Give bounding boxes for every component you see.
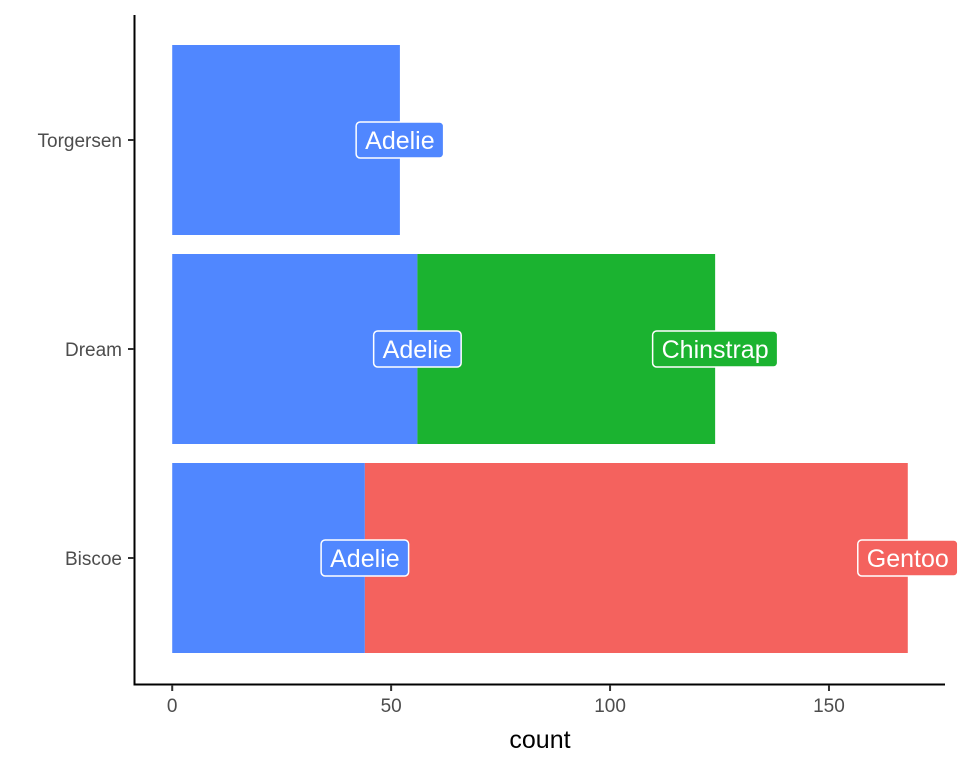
segment-label-text: Adelie (330, 545, 400, 573)
segment-label-text: Adelie (365, 127, 435, 155)
segment-label-dream-chinstrap: Chinstrap (651, 330, 779, 368)
segment-label-dream-adelie: Adelie (372, 330, 462, 368)
segment-label-text: Chinstrap (662, 336, 769, 364)
segment-label-biscoe-adelie: Adelie (320, 539, 410, 577)
x-tick-label-100: 100 (594, 696, 626, 717)
x-tick-label-50: 50 (381, 696, 402, 717)
y-tick-label-torgersen: Torgersen (38, 131, 123, 152)
segment-label-text: Gentoo (867, 545, 949, 573)
y-axis-ticks: Biscoe Dream Torgersen (38, 131, 134, 570)
segment-label-torgersen-adelie: Adelie (355, 121, 445, 159)
segment-label-text: Adelie (383, 336, 453, 364)
x-tick-label-150: 150 (813, 696, 845, 717)
bars-layer (172, 45, 908, 653)
y-tick-label-biscoe: Biscoe (65, 549, 122, 570)
segment-labels-layer: Adelie Gentoo Adelie Chinstrap Adelie (320, 121, 959, 577)
segment-label-biscoe-gentoo: Gentoo (857, 539, 959, 577)
x-tick-label-0: 0 (167, 696, 178, 717)
y-tick-label-dream: Dream (65, 340, 122, 361)
bar-biscoe-gentoo (364, 463, 908, 653)
x-axis-ticks: 0 50 100 150 (167, 685, 845, 717)
x-axis-title: count (509, 726, 570, 754)
